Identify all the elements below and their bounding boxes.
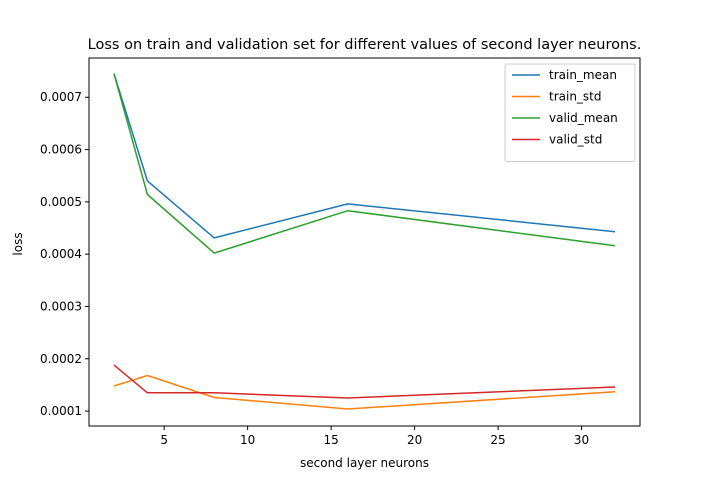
legend-label: valid_mean [549,111,618,125]
x-tick-label: 20 [407,433,422,447]
y-axis-label: loss [11,232,25,255]
plot-lines [113,73,616,410]
y-tick-label: 0.0007 [40,90,82,104]
series-line-valid_mean [113,73,616,254]
legend-box [504,63,636,162]
legend-label: valid_std [549,133,602,147]
x-tick-label: 10 [240,433,255,447]
x-tick-label: 25 [490,433,505,447]
legend-label: train_mean [549,68,617,82]
series-line-train_mean [113,73,616,239]
y-tick-label: 0.0005 [40,195,82,209]
y-tick-label: 0.0002 [40,352,82,366]
series-line-train_std [113,374,616,410]
chart-title: Loss on train and validation set for dif… [88,37,642,53]
x-tick-label: 30 [574,433,589,447]
y-tick-label: 0.0001 [40,404,82,418]
legend-label: train_std [549,90,602,104]
x-tick-label: 5 [160,433,168,447]
x-axis-label: second layer neurons [300,456,429,470]
series-line-valid_std [113,364,616,399]
y-tick-label: 0.0003 [40,299,82,313]
plot-frame [88,57,641,427]
y-axis: 0.0001 0.0002 0.0003 0.0004 0.0005 0.0006 0.00… [40,90,89,418]
y-tick-label: 0.0006 [40,143,82,157]
x-tick-label: 15 [323,433,338,447]
y-tick-label: 0.0004 [40,247,82,261]
x-axis: 5 10 15 20 25 30 [160,426,589,447]
legend: train_mean train_std valid_mean valid_std [504,63,636,162]
